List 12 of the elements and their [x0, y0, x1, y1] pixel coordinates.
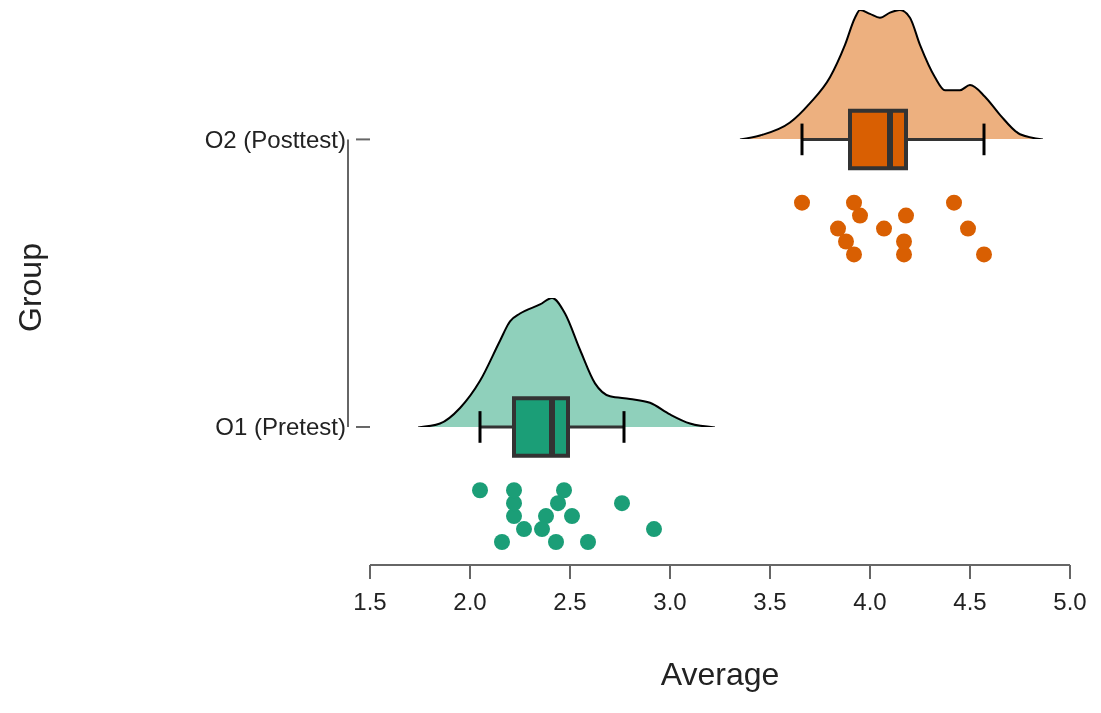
- x-tick-label: 1.5: [353, 588, 387, 616]
- x-tick-label: 2.5: [553, 588, 587, 616]
- x-tick-label: 5.0: [1053, 588, 1087, 616]
- x-tick-label: 2.0: [453, 588, 487, 616]
- y-axis-title: Group: [12, 243, 49, 332]
- x-tick-label: 4.0: [853, 588, 887, 616]
- x-axis-title: Average: [660, 656, 780, 692]
- y-tick-label: O1 (Pretest): [215, 413, 346, 441]
- x-tick-label: 3.5: [753, 588, 787, 616]
- x-tick-label: 3.0: [653, 588, 687, 616]
- y-tick-label: O2 (Posttest): [204, 125, 346, 153]
- x-tick-label: 4.5: [953, 588, 987, 616]
